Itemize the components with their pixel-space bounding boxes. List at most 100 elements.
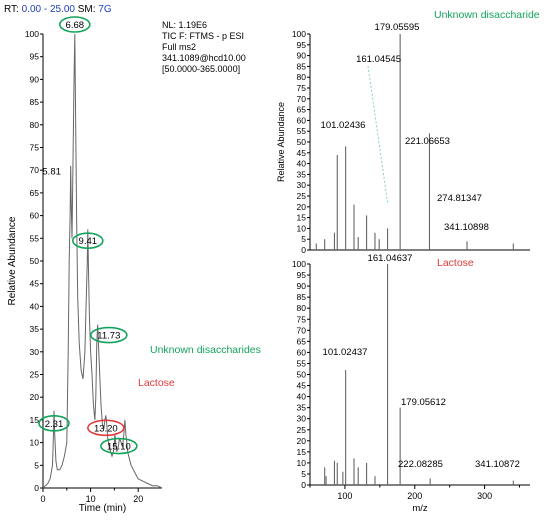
- chromatogram-ytick-label: 90: [30, 74, 40, 84]
- rt-range: 0.00 - 25.00: [21, 4, 75, 15]
- chromatogram-y-axis-title: Relative Abundance: [7, 216, 18, 305]
- chromatogram-peak-circle: [58, 16, 91, 33]
- spectrum2-ytick-label: 15: [297, 447, 307, 457]
- spectrum1-ytick-label: 35: [297, 169, 307, 179]
- spectrum1-peak-label: 274.81347: [437, 193, 482, 204]
- spectrum2-ytick-label: 30: [297, 414, 307, 424]
- spectrum1-ytick-label: 65: [297, 105, 307, 115]
- sm-label: SM:: [77, 4, 96, 15]
- spectrum1-peak-label: 161.04545: [356, 54, 401, 65]
- chromatogram-ytick-label: 100: [25, 29, 39, 39]
- spectrum1-ytick-label: 80: [297, 72, 307, 82]
- chromatogram-ytick-label: 40: [30, 301, 40, 311]
- spectrum1-peak-label: 341.10898: [444, 222, 489, 233]
- spectrum2-ytick-label: 50: [297, 370, 307, 380]
- chromatogram-ytick-label: 85: [30, 97, 40, 107]
- spectrum1-ytick-label: 70: [297, 94, 307, 104]
- precursor-value: 341.1089@hcd10.00: [162, 53, 246, 63]
- tic-filter: TIC F: FTMS - p ESI: [162, 31, 245, 41]
- chromatogram-peak-circle: [100, 437, 138, 455]
- spectrum2-xtick-label: 300: [477, 491, 492, 501]
- spectrum2-x-axis-title: m/z: [412, 503, 428, 514]
- chromatogram-ytick-label: 20: [30, 392, 40, 402]
- spectrum2-peak-label: 179.05612: [401, 397, 446, 408]
- spectrum2-ytick-label: 25: [297, 425, 307, 435]
- chromatogram-ytick-label: 0: [34, 483, 39, 493]
- spectrum2-ytick-label: 60: [297, 347, 307, 357]
- chromatogram-ytick-label: 50: [30, 256, 40, 266]
- spectrum1-ytick-label: 55: [297, 126, 307, 136]
- spectrum1-title: Unknown disaccharide: [434, 9, 540, 21]
- spectrum1-ytick-label: 25: [297, 191, 307, 201]
- chromatogram-peak-circle: [87, 419, 125, 437]
- spectrum1-ytick-label: 100: [292, 29, 306, 39]
- spectrum2-ytick-label: 55: [297, 358, 307, 368]
- chromatogram-ytick-label: 80: [30, 120, 40, 130]
- spectrum1-ytick-label: 85: [297, 61, 307, 71]
- spectrum1-ytick-label: 0: [301, 245, 306, 255]
- chromatogram-peak-label: 9.41: [79, 236, 98, 247]
- spectrum2-ytick-label: 75: [297, 314, 307, 324]
- chromatogram-trace: [42, 33, 163, 489]
- chromatogram-ytick-label: 55: [30, 233, 40, 243]
- spectrum2-peak-label: 161.04637: [368, 253, 413, 264]
- spectrum1-ytick-label: 40: [297, 159, 307, 169]
- spectrum2-peak-label: 101.02437: [323, 347, 368, 358]
- chromatogram-ytick-label: 95: [30, 52, 40, 62]
- rt-label: RT:: [4, 4, 19, 15]
- spectrum2-ytick-label: 45: [297, 381, 307, 391]
- chromatogram-ytick-label: 5: [34, 460, 39, 470]
- spectrum2-ytick-label: 40: [297, 392, 307, 402]
- sm-value: 7G: [98, 4, 112, 15]
- scan-info-block: NL: 1.19E6 TIC F: FTMS - p ESI Full ms2 …: [162, 20, 246, 75]
- chromatogram-ytick-label: 70: [30, 165, 40, 175]
- chromatogram-peak-label: 5.81: [42, 167, 61, 178]
- spectrum2-ytick-label: 65: [297, 336, 307, 346]
- spectrum2-ytick-label: 0: [301, 480, 306, 490]
- spectrum2-ytick-label: 100: [292, 259, 306, 269]
- spectrum2-title: Lactose: [437, 257, 474, 269]
- spectrum2-peak-label: 341.10872: [475, 459, 520, 470]
- spectrum1-ytick-label: 15: [297, 213, 307, 223]
- spectrum1-ytick-label: 50: [297, 137, 307, 147]
- spectrum1-ytick-label: 60: [297, 115, 307, 125]
- chromatogram-ytick-label: 15: [30, 415, 40, 425]
- chromatogram-ytick-label: 75: [30, 143, 40, 153]
- spectrum2-ytick-label: 70: [297, 325, 307, 335]
- chromatogram-ytick-label: 45: [30, 279, 40, 289]
- spectrum2-xtick-label: 200: [407, 491, 422, 501]
- spectrum1-peak-label: 221.06653: [405, 136, 450, 147]
- spectrum1-peak-label: 179.05595: [375, 22, 420, 33]
- spectrum1-ytick-label: 10: [297, 223, 307, 233]
- chromatogram-xtick-label: 10: [86, 494, 96, 504]
- chromatogram-ytick-label: 60: [30, 211, 40, 221]
- annotation-unknown-disaccharides: Unknown disaccharides: [150, 344, 261, 356]
- scan-type: Full ms2: [162, 42, 197, 52]
- chromatogram-ytick-label: 65: [30, 188, 40, 198]
- nl-value: NL: 1.19E6: [162, 20, 208, 30]
- chromatogram-ytick-label: 10: [30, 438, 40, 448]
- annotation-lactose-chromatogram: Lactose: [138, 377, 175, 389]
- spectrum1-label-connector: [367, 65, 389, 203]
- chromatogram-peak-circle: [90, 326, 128, 344]
- chromatogram-xtick-label: 0: [40, 494, 45, 504]
- spectrum2-peak-label: 222.08285: [398, 459, 443, 470]
- chromatogram-x-axis-title: Time (min): [79, 503, 126, 514]
- chromatogram-ytick-label: 35: [30, 324, 40, 334]
- chromatogram-header: RT: 0.00 - 25.00 SM: 7G: [4, 4, 112, 15]
- spectrum2-xtick-label: 100: [337, 491, 352, 501]
- chromatogram-peak-circle: [71, 232, 104, 250]
- spectrum2-ytick-label: 5: [301, 469, 306, 479]
- spectrum2-ytick-label: 95: [297, 270, 307, 280]
- mass-range: [50.0000-365.0000]: [162, 64, 241, 74]
- spectrum2-ytick-label: 10: [297, 458, 307, 468]
- spectrum1-peak-label: 101.02436: [321, 120, 366, 131]
- chromatogram-peak-label: 6.68: [66, 20, 85, 31]
- spectrum1-ytick-label: 5: [301, 234, 306, 244]
- spectrum2-ytick-label: 80: [297, 303, 307, 313]
- chromatogram-ytick-label: 25: [30, 370, 40, 380]
- chromatogram-peak-label: 13.20: [94, 423, 118, 434]
- spectrum2-ytick-label: 90: [297, 281, 307, 291]
- spectrum1-y-axis-title: Relative Abundance: [276, 102, 286, 182]
